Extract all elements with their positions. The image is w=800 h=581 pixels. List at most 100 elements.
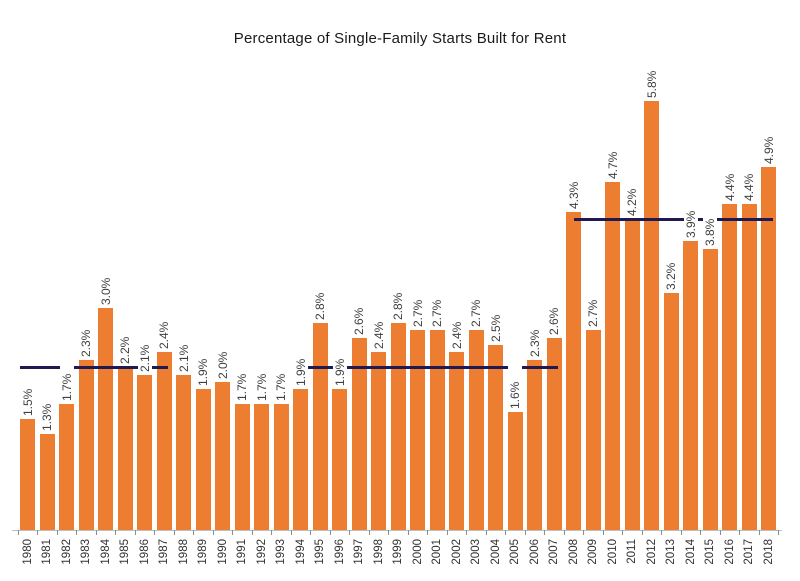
- bar-2000: [410, 330, 425, 530]
- bar-value-label: 4.9%: [761, 118, 776, 165]
- bar-1989: [195, 389, 211, 530]
- bar-1992: [254, 404, 269, 530]
- x-axis-tick: [212, 530, 214, 535]
- bar-value-label: 2.4%: [449, 303, 464, 350]
- x-axis-tick: [76, 530, 78, 535]
- bar-value-label: 2.7%: [430, 281, 444, 328]
- bar-1984: [98, 308, 113, 530]
- x-axis-tick: [368, 530, 370, 535]
- bar-1999: [390, 322, 406, 530]
- bar-2003: [468, 330, 484, 530]
- bar-2008: [566, 211, 581, 530]
- x-tick-label: 1983: [80, 539, 92, 565]
- x-axis-tick: [446, 530, 448, 535]
- bar-value-label: 1.9%: [293, 340, 308, 387]
- x-tick-label: 1984: [99, 539, 112, 565]
- bar-value-label: 2.5%: [488, 296, 503, 342]
- bar-value-label: 4.3%: [566, 162, 581, 209]
- bar-value-label: 2.3%: [79, 310, 93, 357]
- bar-1994: [293, 389, 308, 530]
- bar-1991: [234, 404, 250, 530]
- x-axis-tick: [505, 530, 507, 535]
- x-axis-line: [12, 530, 782, 531]
- bar-2002: [449, 352, 464, 530]
- bar-value-label: 2.4%: [157, 303, 171, 350]
- bar-1988: [176, 374, 191, 530]
- bar-2011: [624, 219, 640, 530]
- x-tick-label: 1988: [177, 539, 190, 565]
- bar-value-label: 2.4%: [371, 303, 386, 350]
- bar-1983: [78, 359, 94, 530]
- x-axis-tick: [602, 530, 604, 535]
- bar-value-label: 4.4%: [742, 155, 756, 202]
- bar-2004: [488, 345, 503, 530]
- bar-1998: [371, 352, 386, 530]
- x-tick-label: 2009: [587, 539, 599, 565]
- x-axis-tick: [290, 530, 292, 535]
- bar-value-label: 1.9%: [332, 340, 347, 387]
- bar-value-label: 4.7%: [605, 133, 620, 180]
- bar-value-label: 2.7%: [469, 281, 483, 328]
- x-axis-tick: [17, 530, 19, 535]
- x-tick-label: 1995: [314, 539, 326, 565]
- x-tick-label: 2018: [762, 539, 775, 565]
- x-tick-label: 1993: [275, 539, 287, 565]
- bar-value-label: 2.7%: [410, 281, 425, 328]
- x-axis-tick: [388, 530, 390, 535]
- x-axis-tick: [329, 530, 331, 535]
- bar-value-label: 2.3%: [527, 310, 542, 357]
- x-axis-tick: [37, 530, 39, 535]
- bar-2010: [605, 182, 620, 530]
- bar-1985: [117, 367, 133, 530]
- average-line-2008-2018: [573, 217, 773, 221]
- x-tick-label: 2005: [509, 539, 521, 565]
- x-axis-tick: [134, 530, 136, 535]
- bar-2005: [507, 411, 523, 530]
- x-tick-label: 2000: [411, 539, 424, 565]
- x-axis-tick: [407, 530, 409, 535]
- x-tick-label: 2006: [528, 539, 541, 565]
- x-tick-label: 1998: [372, 539, 385, 565]
- bar-1987: [156, 352, 172, 530]
- bar-2018: [761, 167, 776, 530]
- x-tick-label: 1985: [119, 539, 131, 565]
- bar-value-label: 3.2%: [664, 244, 678, 291]
- x-axis-tick: [193, 530, 195, 535]
- bar-1996: [332, 389, 347, 530]
- x-axis-tick: [622, 530, 624, 535]
- x-tick-label: 2010: [606, 539, 619, 565]
- x-tick-label: 1989: [197, 539, 209, 565]
- bar-1990: [215, 382, 230, 530]
- bar-value-label: 1.6%: [508, 362, 522, 409]
- x-tick-label: 2004: [489, 539, 502, 565]
- bar-1981: [39, 433, 55, 530]
- x-tick-label: 2011: [626, 539, 638, 564]
- x-axis-tick: [349, 530, 351, 535]
- x-tick-label: 1997: [353, 539, 365, 565]
- x-axis-tick: [661, 530, 663, 535]
- x-tick-label: 1991: [236, 539, 248, 565]
- average-line-1980-1987: [20, 365, 168, 369]
- bar-1980: [20, 419, 35, 530]
- x-tick-label: 1999: [392, 539, 404, 565]
- x-axis-tick: [641, 530, 643, 535]
- x-axis-tick: [563, 530, 565, 535]
- bar-1986: [137, 374, 152, 530]
- bar-value-label: 2.6%: [352, 288, 366, 335]
- x-axis-tick: [251, 530, 253, 535]
- bar-value-label: 2.6%: [547, 288, 561, 335]
- x-tick-label: 2003: [470, 539, 482, 565]
- bar-1995: [312, 322, 328, 530]
- bar-value-label: 3.8%: [703, 199, 717, 246]
- x-axis-tick: [524, 530, 526, 535]
- bar-value-label: 2.8%: [313, 273, 327, 320]
- average-line-1994-2007: [300, 365, 558, 369]
- x-tick-label: 2008: [567, 539, 580, 565]
- bar-value-label: 3.0%: [98, 259, 113, 305]
- bar-value-label: 4.2%: [625, 170, 639, 217]
- x-axis-tick: [115, 530, 117, 535]
- bar-value-label: 1.7%: [254, 355, 269, 402]
- x-axis-tick: [173, 530, 175, 535]
- x-tick-label: 2016: [723, 539, 736, 565]
